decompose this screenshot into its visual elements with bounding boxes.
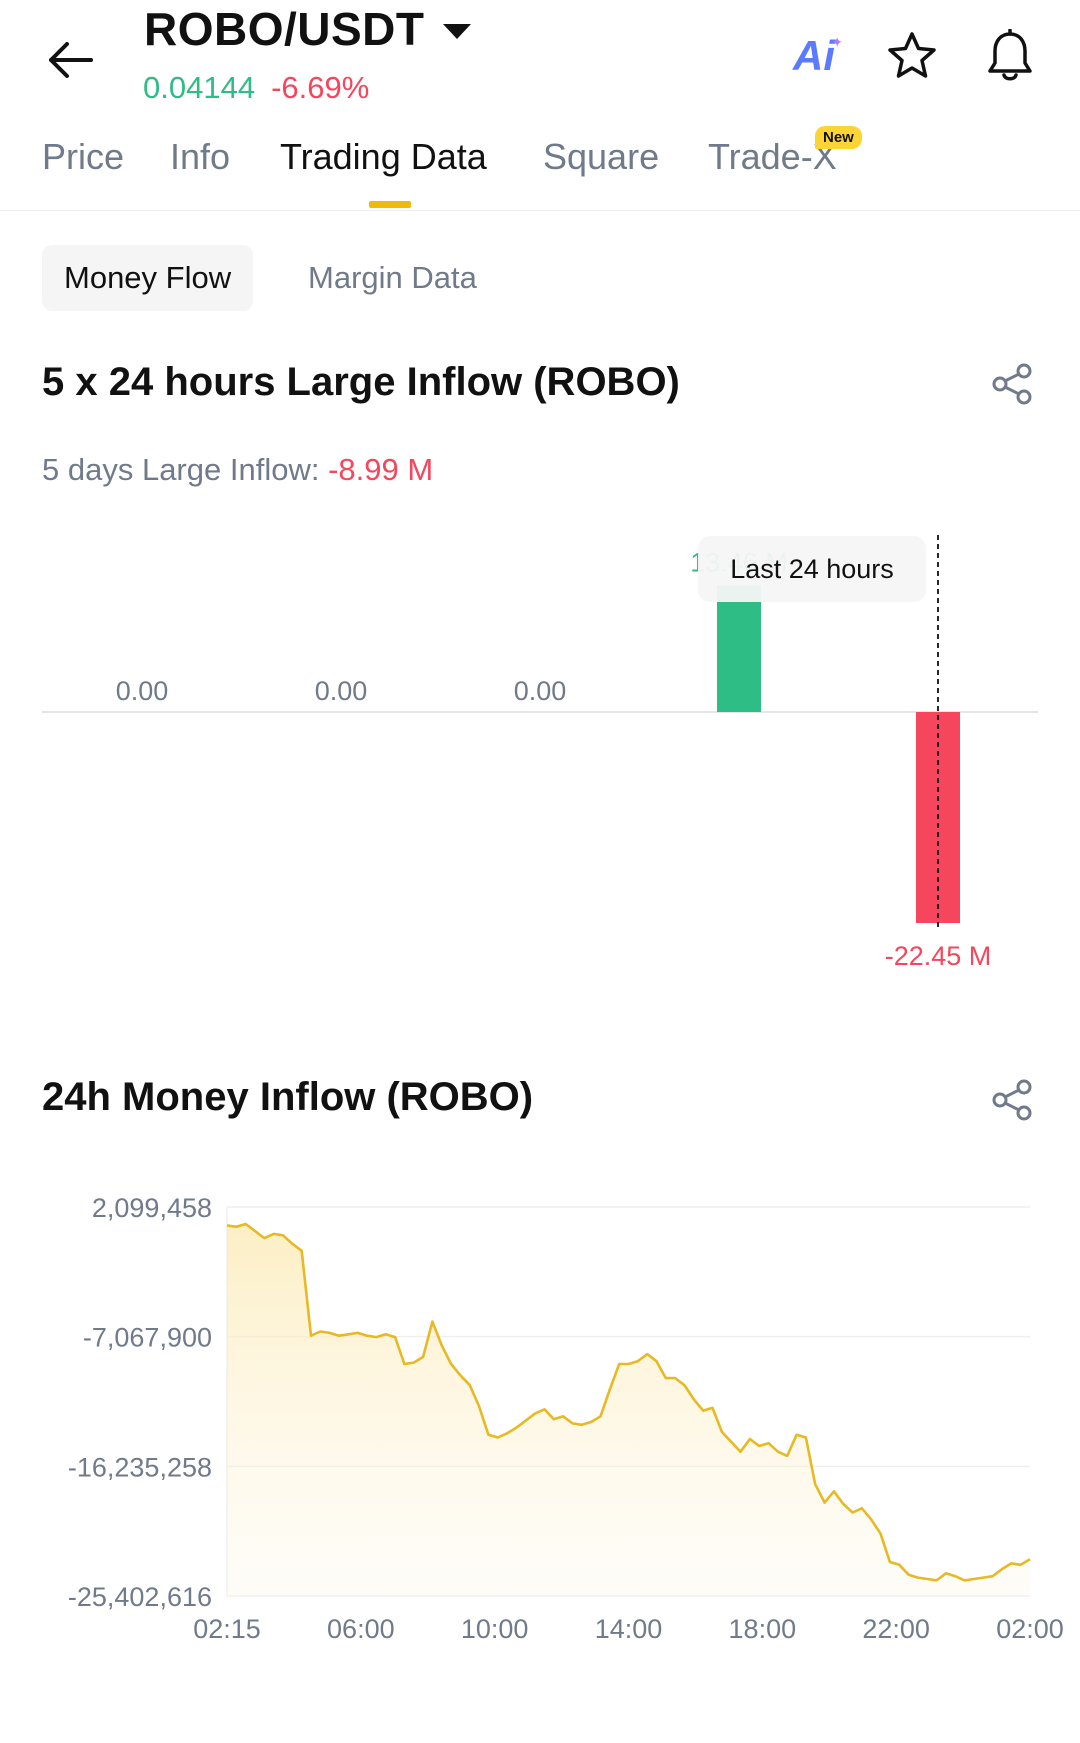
x-tick-label: 10:00 (461, 1614, 529, 1644)
ai-button[interactable]: Ai ✦ (782, 24, 846, 88)
share-large-inflow-button[interactable] (990, 362, 1038, 410)
favorite-button[interactable] (880, 24, 944, 88)
bar-label: 0.00 (315, 676, 368, 706)
tab-trading-data[interactable]: Trading Data (280, 136, 487, 177)
x-tick-label: 02:15 (193, 1614, 261, 1644)
tab-price[interactable]: Price (42, 136, 125, 177)
star-icon (888, 32, 936, 78)
pair-title: ROBO/USDT (144, 3, 425, 55)
y-tick-label: 2,099,458 (92, 1193, 212, 1223)
inflow-area (227, 1224, 1030, 1596)
price-change: -6.69% (271, 70, 370, 105)
last-price: 0.04144 (143, 70, 256, 105)
inflow-line (226, 1222, 1031, 1582)
bar-4[interactable] (717, 585, 761, 712)
tab-square[interactable]: Square (543, 136, 660, 177)
alert-button[interactable] (978, 24, 1042, 88)
bar-label: 0.00 (116, 676, 169, 706)
subtab-margin-data[interactable]: Margin Data (308, 260, 477, 295)
tab-info[interactable]: Info (170, 136, 231, 177)
new-badge: New (815, 126, 862, 149)
large-inflow-title: 5 x 24 hours Large Inflow (ROBO) (42, 360, 680, 404)
chevron-down-icon (442, 23, 471, 39)
x-tick-label: 14:00 (595, 1614, 663, 1644)
active-tab-indicator (369, 201, 411, 208)
x-tick-label: 18:00 (729, 1614, 797, 1644)
summary-label: 5 days Large Inflow: (42, 452, 320, 487)
ai-icon: Ai ✦ (793, 32, 843, 79)
price-row: 0.04144 -6.69% (143, 70, 369, 106)
bar-label: 0.00 (514, 676, 567, 706)
summary-value: -8.99 M (328, 452, 434, 487)
bar-label: -22.45 M (885, 941, 992, 971)
y-tick-label: -16,235,258 (68, 1452, 212, 1482)
main-tabs: Price Info Trading Data Square Trade-X (0, 130, 1080, 211)
y-tick-label: -7,067,900 (83, 1323, 212, 1353)
bell-icon (988, 29, 1032, 81)
five-day-summary: 5 days Large Inflow: -8.99 M (42, 452, 433, 488)
x-tick-label: 22:00 (862, 1614, 930, 1644)
share-icon (992, 1079, 1032, 1121)
subtab-money-flow[interactable]: Money Flow (42, 245, 254, 311)
back-button[interactable] (40, 30, 100, 90)
share-money-inflow-button[interactable] (990, 1078, 1038, 1126)
y-tick-label: -25,402,616 (68, 1582, 212, 1612)
pair-selector[interactable]: ROBO/USDT (144, 2, 471, 56)
money-inflow-title: 24h Money Inflow (ROBO) (42, 1075, 534, 1119)
x-tick-label: 02:00 (996, 1614, 1064, 1644)
back-arrow-icon (49, 42, 93, 78)
chart-tooltip: Last 24 hours (698, 536, 926, 602)
share-icon (992, 363, 1032, 405)
x-tick-label: 06:00 (327, 1614, 395, 1644)
